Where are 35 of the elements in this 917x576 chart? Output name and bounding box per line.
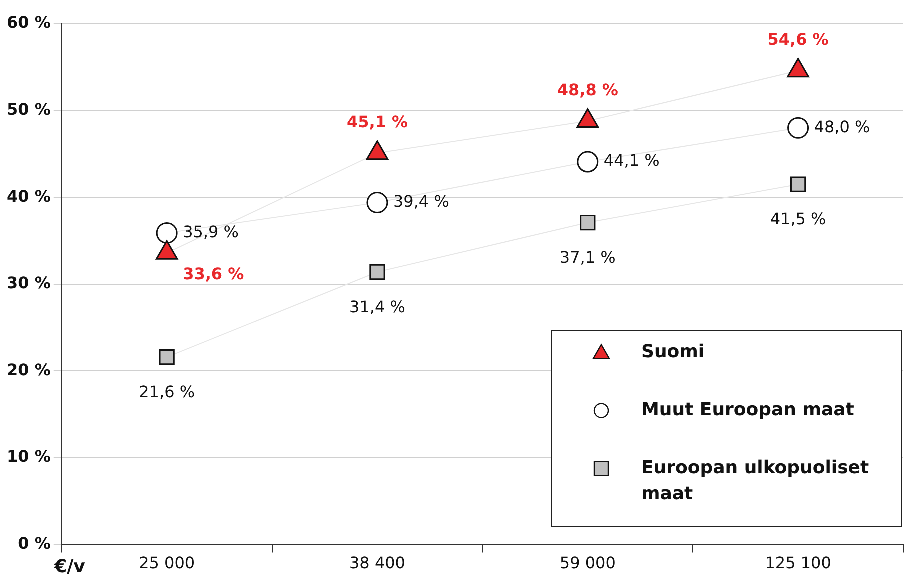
data-label: 39,4 % [393,192,450,211]
data-label: 44,1 % [604,151,660,170]
data-label: 54,6 % [768,30,829,50]
y-tick-label: 0 % [18,534,51,553]
y-tick-label: 10 % [6,447,51,466]
legend-label: Suomi [642,341,705,362]
x-axis-title: €/v [54,556,86,576]
data-label: 45,1 % [346,112,408,132]
data-label: 35,9 % [183,222,239,242]
y-tick-label: 20 % [6,360,51,380]
data-label: 41,5 % [770,210,826,229]
point [577,151,599,173]
data-label: 48,8 % [557,80,618,100]
y-tick-label: 60 % [6,13,51,32]
y-tick-label: 30 % [6,274,51,293]
y-tick-label: 50 % [6,100,51,119]
data-label: 21,6 % [139,382,196,402]
point [366,192,388,214]
point [580,214,596,231]
x-tick-label: 25 000 [139,554,196,573]
x-tick-label: 59 000 [560,554,616,573]
y-tick-label: 40 % [6,186,51,206]
point [159,349,175,366]
data-label: 48,0 % [814,117,870,136]
point [370,264,386,280]
x-tick-label: 125 100 [765,554,832,573]
legend-label: Muut Euroopan maat [642,399,855,420]
data-label: 33,6 % [183,264,244,284]
x-tick-label: 38 400 [349,554,406,573]
data-label: 37,1 % [560,248,616,267]
data-label: 31,4 % [350,297,406,316]
point [788,117,810,139]
point [790,176,806,192]
point [156,222,178,244]
legend-label: Euroopan ulkopuoliset maat [642,457,870,504]
